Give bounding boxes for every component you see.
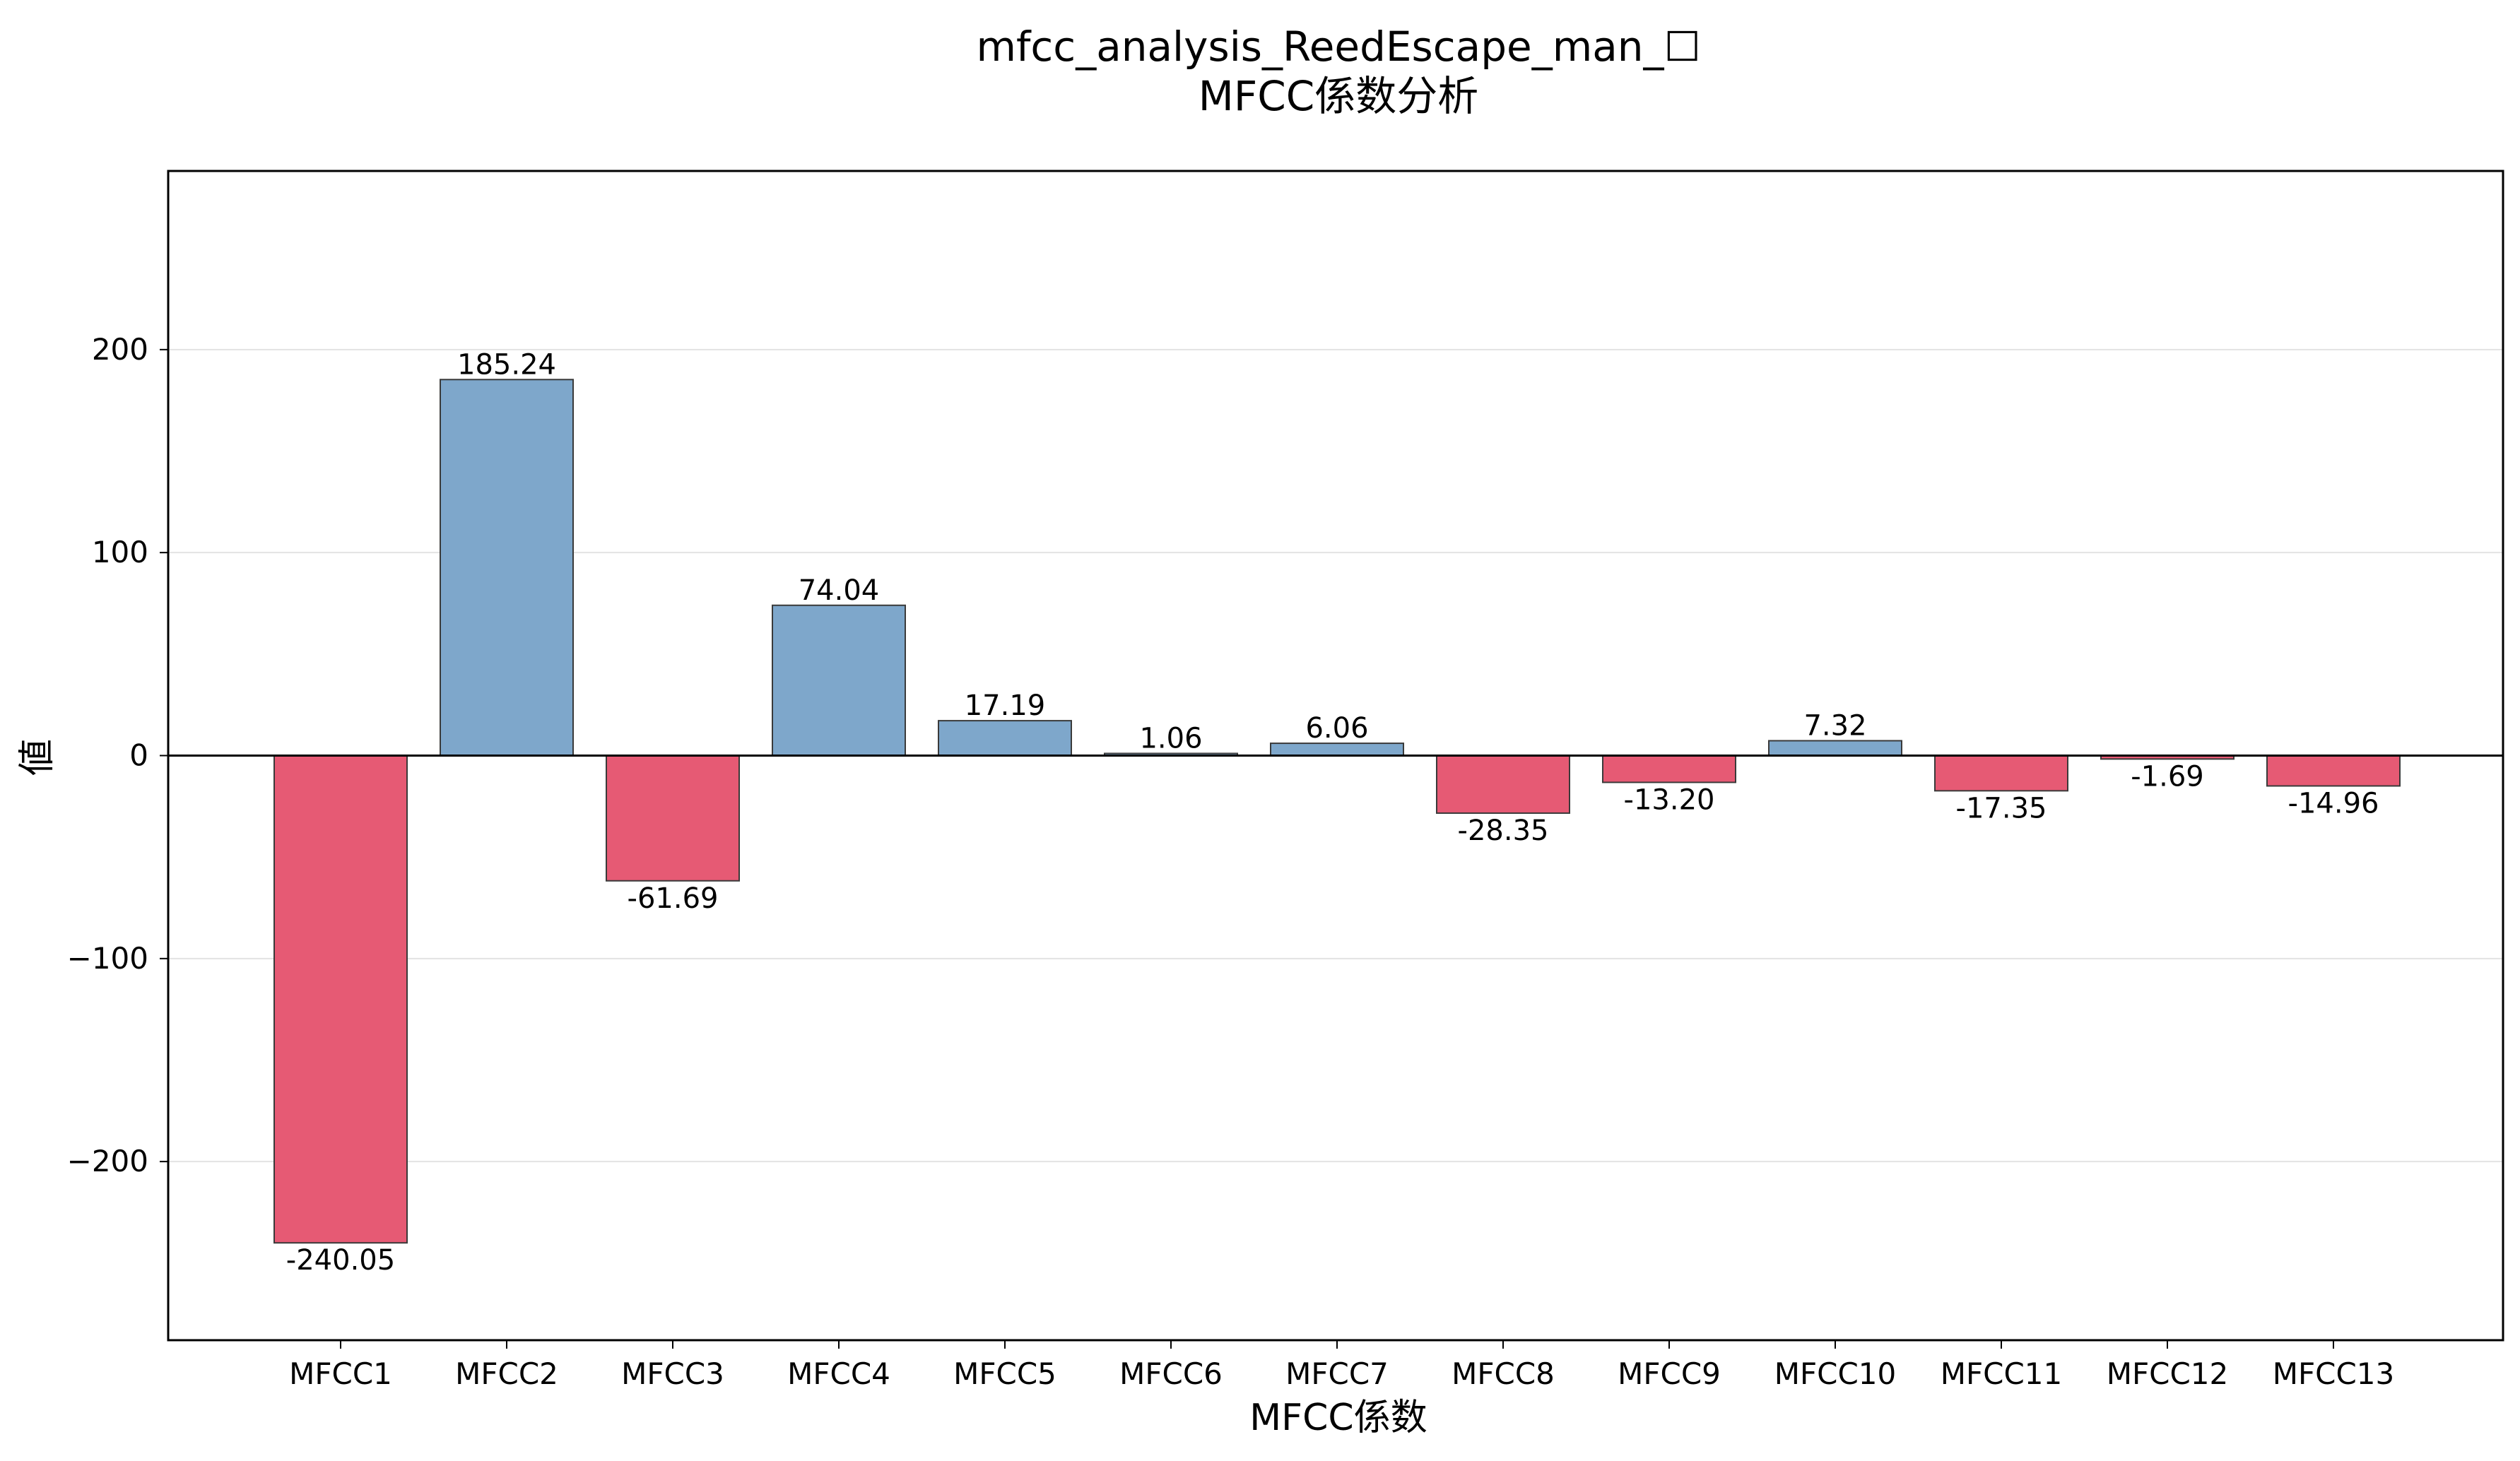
bar-mfcc3 — [606, 755, 740, 882]
data-label: 1.06 — [1139, 722, 1202, 755]
x-tick-label: MFCC3 — [621, 1356, 724, 1391]
x-tick-label: MFCC6 — [1119, 1356, 1223, 1391]
y-axis-ticks: −200 −100 0 100 200 — [67, 332, 168, 1178]
x-tick-label: MFCC8 — [1452, 1356, 1555, 1391]
chart-title: mfcc_analysis_ReedEscape_man_☐ — [977, 23, 1701, 71]
x-tick-label: MFCC7 — [1285, 1356, 1389, 1391]
x-tick-label: MFCC13 — [2273, 1356, 2395, 1391]
y-axis-label: 値 — [16, 739, 59, 776]
x-tick-label: MFCC11 — [1941, 1356, 2063, 1391]
bar-group — [273, 379, 2401, 1244]
x-tick-label: MFCC10 — [1774, 1356, 1897, 1391]
data-label: 17.19 — [965, 690, 1046, 722]
x-tick-label: MFCC2 — [455, 1356, 558, 1391]
y-tick-label: 100 — [92, 535, 148, 569]
x-axis-ticks: MFCC1 MFCC2 MFCC3 MFCC4 MFCC5 MFCC6 MFCC7 MFCC8… — [289, 1340, 2394, 1391]
bar-mfcc4 — [772, 604, 906, 757]
x-tick-label: MFCC4 — [787, 1356, 890, 1391]
data-label: 185.24 — [457, 348, 556, 381]
data-label: 6.06 — [1305, 712, 1368, 745]
chart-subtitle: MFCC係数分析 — [1199, 72, 1478, 120]
x-tick-label: MFCC9 — [1618, 1356, 1721, 1391]
data-label: -14.96 — [2288, 787, 2379, 820]
bar-mfcc10 — [1768, 740, 1902, 757]
x-tick-label: MFCC1 — [289, 1356, 392, 1391]
y-tick-label: −200 — [67, 1144, 148, 1178]
data-label: -13.20 — [1624, 783, 1715, 816]
bar-mfcc11 — [1934, 755, 2068, 792]
x-axis-label: MFCC係数 — [1249, 1397, 1427, 1439]
x-tick-label: MFCC5 — [953, 1356, 1056, 1391]
y-tick-label: −100 — [67, 941, 148, 976]
data-label: -61.69 — [628, 882, 719, 915]
data-label: 7.32 — [1803, 709, 1866, 742]
data-label-group: -240.05 185.24 -61.69 74.04 17.19 1.06 6.06 -28… — [286, 348, 2379, 1277]
bar-mfcc9 — [1602, 755, 1736, 783]
bar-mfcc13 — [2266, 755, 2401, 787]
bar-mfcc8 — [1436, 755, 1570, 814]
x-tick-label: MFCC12 — [2107, 1356, 2229, 1391]
data-label: -1.69 — [2131, 760, 2204, 793]
data-label: -240.05 — [286, 1244, 395, 1277]
data-label: -17.35 — [1956, 792, 2047, 824]
bar-mfcc1 — [273, 755, 408, 1244]
bar-mfcc5 — [938, 720, 1072, 757]
data-label: -28.35 — [1458, 815, 1549, 847]
y-tick-label: 200 — [92, 332, 148, 367]
y-tick-label: 0 — [129, 738, 148, 773]
data-label: 74.04 — [799, 574, 880, 607]
bar-mfcc7 — [1270, 743, 1404, 757]
bar-mfcc2 — [440, 379, 574, 757]
